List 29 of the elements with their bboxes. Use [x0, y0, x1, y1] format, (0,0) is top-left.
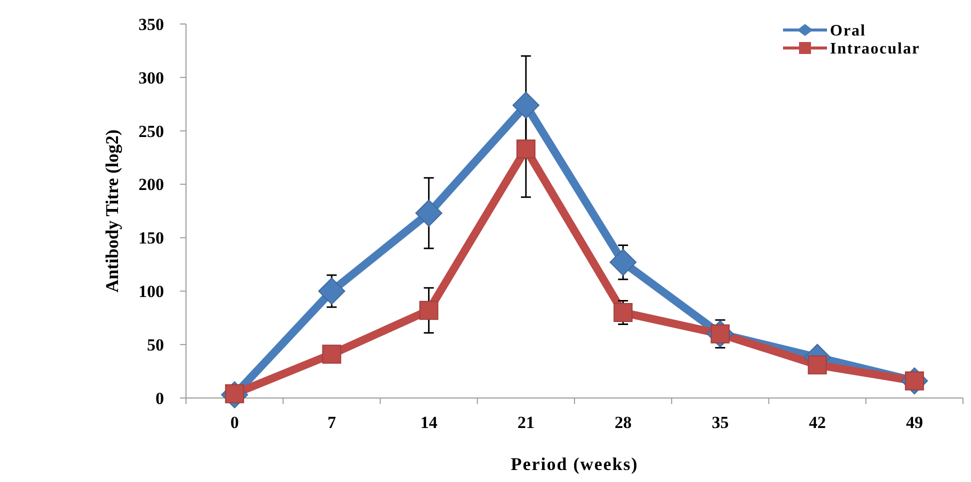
- y-axis-title: Antibody Titre (log2): [102, 129, 122, 293]
- point: [322, 344, 342, 364]
- x-tick-label: 49: [906, 413, 923, 432]
- y-tick-label: 300: [138, 68, 164, 88]
- x-tick-label: 28: [614, 413, 632, 432]
- y-tick-label: 50: [147, 336, 164, 355]
- y-tick-label: 250: [138, 122, 164, 141]
- legend-label: Oral: [830, 22, 866, 40]
- x-tick-label: 42: [808, 413, 826, 432]
- x-tick-label: 14: [420, 413, 438, 432]
- point: [415, 200, 442, 227]
- point: [318, 278, 346, 305]
- y-tick-label: 350: [138, 14, 164, 34]
- x-tick-label: 35: [712, 413, 729, 432]
- x-tick-label: 7: [327, 413, 336, 432]
- point: [610, 248, 637, 276]
- y-tick-label: 150: [138, 228, 164, 248]
- point: [419, 300, 438, 320]
- x-axis-title: Period (weeks): [510, 454, 638, 474]
- y-tick-label: 100: [138, 282, 164, 302]
- x-tick-label: 21: [517, 413, 534, 432]
- point: [808, 355, 827, 374]
- point: [516, 140, 536, 159]
- legend-label: Intraocular: [830, 40, 920, 58]
- y-tick-label: 0: [156, 388, 164, 408]
- x-tick-label: 0: [230, 413, 239, 432]
- point: [614, 303, 633, 322]
- point: [512, 92, 540, 119]
- y-tick-label: 200: [138, 175, 164, 194]
